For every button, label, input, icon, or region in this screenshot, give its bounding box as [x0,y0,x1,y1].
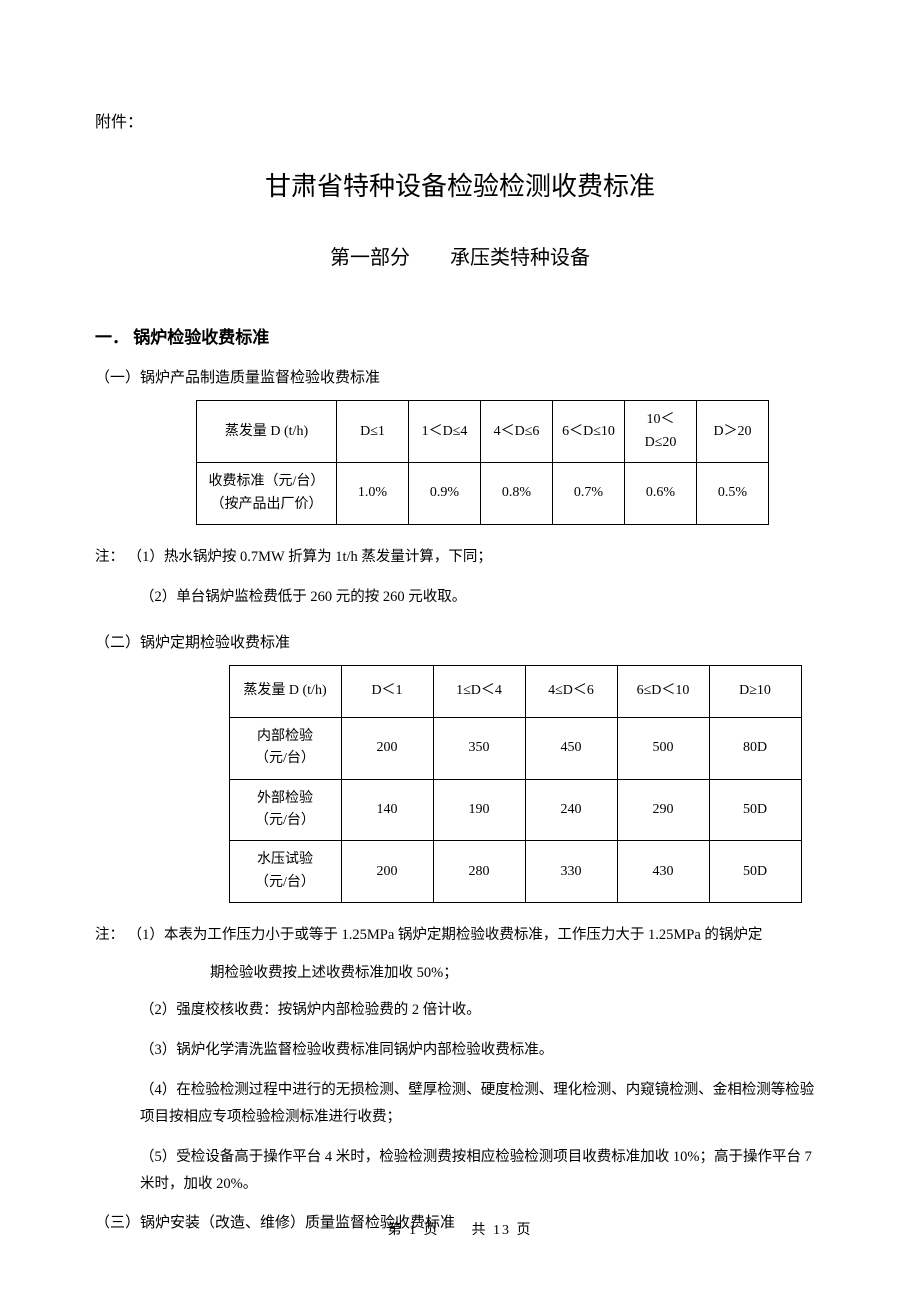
table-cell: 50D [709,779,801,841]
table-cell: 4＜D≤6 [481,401,553,463]
table-cell: 330 [525,841,617,903]
table-cell: 500 [617,717,709,779]
table-cell: 290 [617,779,709,841]
table-cell: 6＜D≤10 [553,401,625,463]
table-row: 水压试验 （元/台） 200 280 330 430 50D [229,841,801,903]
section-1-heading: 一． 锅炉检验收费标准 [95,324,825,351]
cell-line: 内部检验 [257,729,313,744]
note-text: （1）热水锅炉按 0.7MW 折算为 1t/h 蒸发量计算，下同； [128,549,492,565]
table-row: 蒸发量 D (t/h) D＜1 1≤D＜4 4≤D＜6 6≤D＜10 D≥10 [229,666,801,717]
note-item: （2）强度校核收费：按锅炉内部检验费的 2 倍计收。 [140,997,825,1025]
part-title: 第一部分 承压类特种设备 [95,242,825,274]
cell-line: 收费标准（元/台） [209,474,325,489]
note-block-2: 注： （1）本表为工作压力小于或等于 1.25MPa 锅炉定期检验收费标准，工作… [95,921,825,950]
table-cell: 蒸发量 D (t/h) [197,401,337,463]
table-cell: 0.6% [625,463,697,525]
table-cell: 50D [709,841,801,903]
note-item: （3）锅炉化学清洗监督检验收费标准同锅炉内部检验收费标准。 [140,1037,825,1065]
table-cell: 0.8% [481,463,553,525]
table-cell: 0.5% [697,463,769,525]
table-cell: 4≤D＜6 [525,666,617,717]
main-title: 甘肃省特种设备检验检测收费标准 [95,166,825,208]
table-cell: 内部检验 （元/台） [229,717,341,779]
cell-line: （按产品出厂价） [211,497,323,512]
table-cell: 240 [525,779,617,841]
table-1: 蒸发量 D (t/h) D≤1 1＜D≤4 4＜D≤6 6＜D≤10 10＜D≤… [196,400,769,525]
table-cell: 280 [433,841,525,903]
table-cell: 收费标准（元/台） （按产品出厂价） [197,463,337,525]
table-cell: D＞20 [697,401,769,463]
table-cell: D＜1 [341,666,433,717]
subsection-1-heading: （一）锅炉产品制造质量监督检验收费标准 [95,366,825,390]
note-prefix: 注： [95,549,124,565]
table-cell: D≤1 [337,401,409,463]
page-number: 第 1 页 共 13 页 [0,1220,920,1242]
note-item: （2）单台锅炉监检费低于 260 元的按 260 元收取。 [140,584,825,612]
table-cell: 1＜D≤4 [409,401,481,463]
table-2: 蒸发量 D (t/h) D＜1 1≤D＜4 4≤D＜6 6≤D＜10 D≥10 … [229,665,802,903]
table-cell: 200 [341,841,433,903]
table-cell: 蒸发量 D (t/h) [229,666,341,717]
table-cell: 水压试验 （元/台） [229,841,341,903]
table-row: 蒸发量 D (t/h) D≤1 1＜D≤4 4＜D≤6 6＜D≤10 10＜D≤… [197,401,769,463]
note-item: （5）受检设备高于操作平台 4 米时，检验检测费按相应检验检测项目收费标准加收 … [140,1144,825,1199]
table-cell: 190 [433,779,525,841]
note-block-1: 注： （1）热水锅炉按 0.7MW 折算为 1t/h 蒸发量计算，下同； [95,543,825,572]
cell-line: （元/台） [255,813,315,828]
table-row: 收费标准（元/台） （按产品出厂价） 1.0% 0.9% 0.8% 0.7% 0… [197,463,769,525]
cell-line: （元/台） [255,751,315,766]
table-cell: 1≤D＜4 [433,666,525,717]
table-row: 内部检验 （元/台） 200 350 450 500 80D [229,717,801,779]
subsection-2-heading: （二）锅炉定期检验收费标准 [95,631,825,655]
table-cell: 140 [341,779,433,841]
table-cell: 80D [709,717,801,779]
note-item: （4）在检验检测过程中进行的无损检测、壁厚检测、硬度检测、理化检测、内窥镜检测、… [140,1077,825,1132]
table-cell: 1.0% [337,463,409,525]
table-cell: 0.9% [409,463,481,525]
table-cell: 430 [617,841,709,903]
table-cell: 10＜D≤20 [625,401,697,463]
table-cell: 350 [433,717,525,779]
table-row: 外部检验 （元/台） 140 190 240 290 50D [229,779,801,841]
table-cell: 200 [341,717,433,779]
table-cell: D≥10 [709,666,801,717]
table-cell: 外部检验 （元/台） [229,779,341,841]
note-text: （1）本表为工作压力小于或等于 1.25MPa 锅炉定期检验收费标准，工作压力大… [128,927,763,943]
note-continuation: 期检验收费按上述收费标准加收 50%； [210,962,825,985]
cell-line: （元/台） [255,875,315,890]
table-cell: 6≤D＜10 [617,666,709,717]
attachment-label: 附件： [95,110,825,136]
table-cell: 0.7% [553,463,625,525]
table-cell: 450 [525,717,617,779]
cell-line: 水压试验 [257,852,313,867]
note-prefix: 注： [95,927,124,943]
cell-line: 外部检验 [257,791,313,806]
